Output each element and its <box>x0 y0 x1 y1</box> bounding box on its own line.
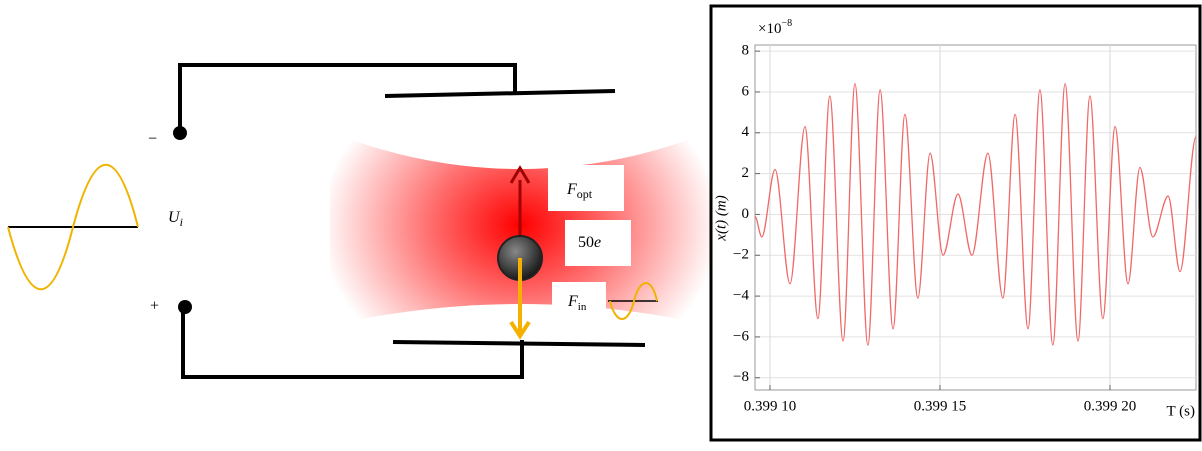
terminal <box>178 300 192 314</box>
y-axis-label: x(t) (m) <box>713 195 729 241</box>
x-axis-label: T (s) <box>1167 403 1195 419</box>
number: 50 <box>578 234 594 251</box>
y-tick-label: −2 <box>733 247 749 263</box>
chart-frame <box>711 6 1200 440</box>
y-tick-label: 4 <box>742 124 750 140</box>
x-tick-label: 0.399 20 <box>1084 398 1137 414</box>
charge-label: 50e <box>578 234 601 251</box>
minus-label: − <box>148 131 157 148</box>
y-tick-label: 0 <box>742 206 750 222</box>
symbol: F <box>566 181 577 198</box>
x-tick-label: 0.399 10 <box>744 398 797 414</box>
subscript: opt <box>577 187 593 201</box>
y-tick-label: 2 <box>742 165 750 181</box>
subscript: in <box>578 301 587 313</box>
plus-label: + <box>150 298 159 315</box>
terminal <box>173 126 187 140</box>
y-tick-label: −8 <box>733 369 749 385</box>
y-tick-label: −6 <box>733 328 749 344</box>
multiplier-base: ×10 <box>758 21 781 37</box>
multiplier-exponent: −8 <box>781 18 792 29</box>
voltage-label: Ui <box>168 209 183 229</box>
y-tick-label: 6 <box>742 83 750 99</box>
x-tick-label: 0.399 15 <box>914 398 967 414</box>
y-tick-label: −4 <box>733 288 749 304</box>
symbol: F <box>567 293 578 310</box>
symbol: e <box>594 234 601 251</box>
y-tick-label: 8 <box>742 43 750 59</box>
figure: − + Ui Fopt 50e Fin ×10−8 x(t) (m) T (s)… <box>0 0 1202 446</box>
subscript: i <box>180 215 183 229</box>
